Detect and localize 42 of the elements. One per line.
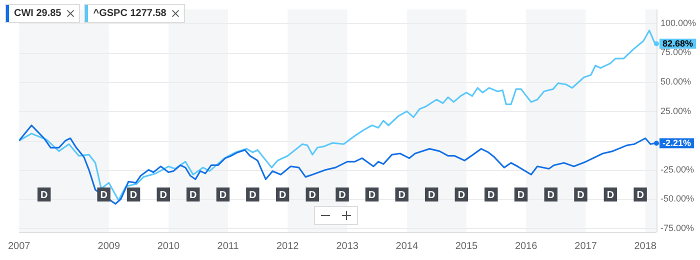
legend-label: ^GSPC 1277.58 xyxy=(93,8,166,19)
y-tick-label: 75.00% xyxy=(660,47,691,58)
x-tick-label: 2011 xyxy=(217,240,240,252)
x-tick-label: 2015 xyxy=(455,240,478,252)
annotation: D xyxy=(547,190,554,201)
annotation: D xyxy=(606,190,614,201)
y-tick-label: 100.00% xyxy=(660,18,696,28)
y-tick-label: 25.00% xyxy=(660,106,691,116)
annotation: D xyxy=(189,190,197,201)
annotation: D xyxy=(130,190,138,201)
y-tick-label: -50.00% xyxy=(660,194,694,204)
annotation: D xyxy=(398,190,406,201)
annotation: D xyxy=(488,190,495,201)
annotation: D xyxy=(278,190,286,201)
x-tick-label: 2018 xyxy=(634,240,657,252)
annotation: D xyxy=(517,190,525,201)
annotation: D xyxy=(40,190,48,201)
annotation: D xyxy=(249,190,256,201)
annotation: D xyxy=(577,190,584,201)
annotation: D xyxy=(160,190,168,201)
x-tick-label: 2007 xyxy=(8,240,31,252)
annotation: D xyxy=(458,190,466,201)
x-tick-label: 2013 xyxy=(336,240,359,252)
annotation: D xyxy=(100,190,108,201)
annotation: D xyxy=(636,190,644,201)
y-tick-label: -25.00% xyxy=(660,164,694,174)
annotation: D xyxy=(368,190,376,201)
annotation: -2.21% xyxy=(662,138,691,148)
annotation: D xyxy=(428,190,436,201)
annotation: D xyxy=(338,190,346,201)
y-tick-label: 50.00% xyxy=(660,76,691,87)
x-tick-label: 2009 xyxy=(98,240,120,252)
annotation: 82.68% xyxy=(662,38,693,49)
annotation: D xyxy=(219,190,227,201)
x-tick-label: 2012 xyxy=(276,240,300,252)
legend-label: CWI 29.85 xyxy=(14,8,62,19)
annotation: D xyxy=(308,190,316,201)
x-tick-label: 2016 xyxy=(514,240,538,252)
x-tick-label: 2017 xyxy=(574,240,598,252)
x-tick-label: 2014 xyxy=(396,240,418,252)
y-tick-label: -75.00% xyxy=(660,222,694,233)
x-tick-label: 2010 xyxy=(157,240,180,252)
